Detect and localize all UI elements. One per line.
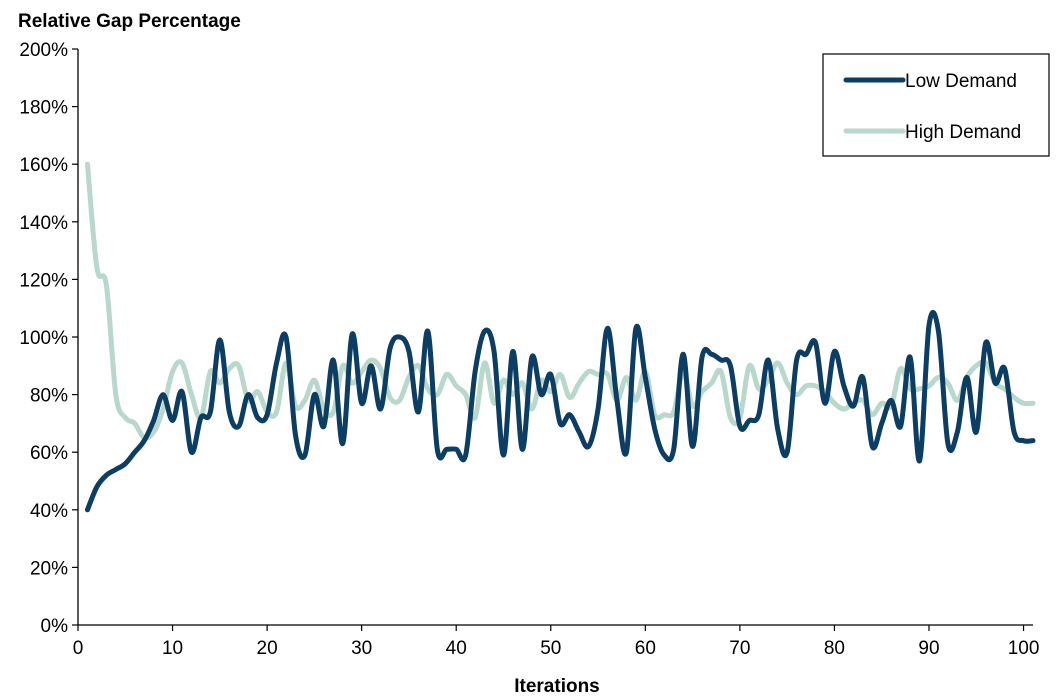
- y-tick-label: 180%: [19, 98, 68, 119]
- y-tick-label: 100%: [19, 328, 68, 349]
- legend-items: Low Demand High Demand: [843, 71, 1021, 143]
- x-tick-label: 0: [73, 638, 84, 659]
- x-tick-label: 60: [635, 638, 656, 659]
- x-tick-label: 50: [540, 638, 561, 659]
- x-tick-label: 30: [351, 638, 372, 659]
- series-line-low-demand: [84, 310, 1036, 513]
- legend-label-low-demand: Low Demand: [905, 71, 1017, 92]
- y-tick-label: 160%: [19, 155, 68, 176]
- y-tick-label: 60%: [30, 443, 68, 464]
- series-line-high-demand: [84, 161, 1036, 441]
- x-axis-title: Iterations: [514, 676, 600, 697]
- y-tick-label: 200%: [19, 40, 68, 61]
- y-tick-label: 0%: [41, 616, 69, 637]
- y-tick-label: 140%: [19, 213, 68, 234]
- y-tick-label: 80%: [30, 386, 68, 407]
- y-axis-title: Relative Gap Percentage: [18, 11, 241, 32]
- legend-label-high-demand: High Demand: [905, 122, 1021, 143]
- x-tick-label: 80: [824, 638, 845, 659]
- x-tick-label: 20: [257, 638, 278, 659]
- x-tick-label: 90: [918, 638, 939, 659]
- y-tick-label: 20%: [30, 558, 68, 579]
- y-axis-ticks: 0% 20% 40% 60% 80% 100% 120% 140% 160% 180% 200%: [19, 40, 78, 637]
- x-tick-label: 100: [1008, 638, 1040, 659]
- y-tick-label: 40%: [30, 501, 68, 522]
- x-tick-label: 40: [446, 638, 467, 659]
- plot-area: 0% 20% 40% 60% 80% 100% 120% 140% 160% 180% 200% 0…: [19, 40, 1039, 659]
- legend: Low Demand High Demand: [822, 53, 1050, 157]
- series-layer: [84, 161, 1036, 513]
- y-tick-label: 120%: [19, 270, 68, 291]
- x-axis-ticks: 0 10 20 30 40 50 60 70 80 90 100: [73, 625, 1040, 659]
- legend-box: [822, 53, 1050, 157]
- x-tick-label: 70: [729, 638, 750, 659]
- x-tick-label: 10: [162, 638, 183, 659]
